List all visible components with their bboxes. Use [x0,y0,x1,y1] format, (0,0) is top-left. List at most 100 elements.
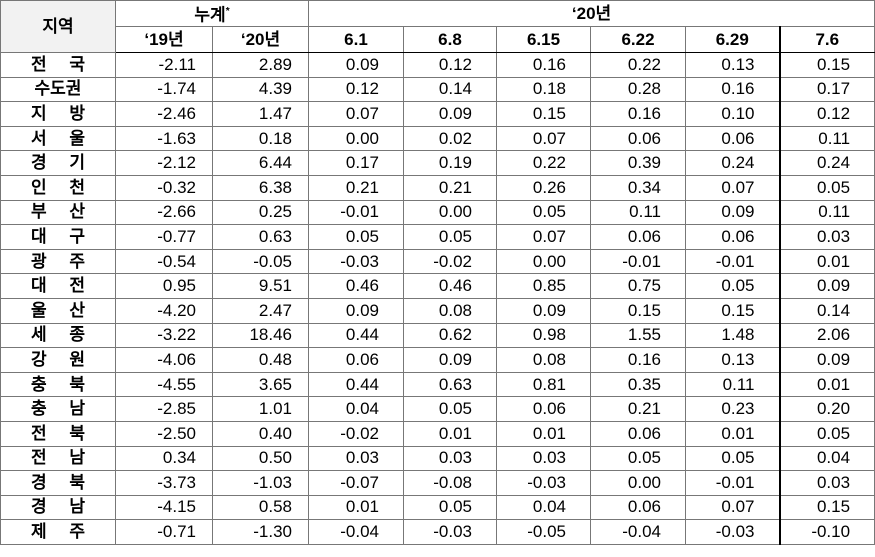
value-cell: 0.16 [685,76,780,103]
value-cell: 0.05 [590,445,686,472]
region-name: 대 구 [31,226,85,246]
column-header: ‘20년 [212,26,309,53]
value-cell: 0.85 [496,273,591,299]
region-cell: 광 주 [0,248,116,275]
value-cell: 0.01 [308,494,404,521]
region-name: 전 국 [31,54,85,74]
cumulative-header: 누계* [115,0,309,27]
value-cell: 0.10 [685,101,780,127]
value-cell: -0.03 [685,519,780,545]
region-cell: 인 천 [0,174,116,201]
value-cell: 0.12 [778,101,875,127]
region-cell: 서 울 [0,125,116,152]
region-name: 제 주 [31,522,85,542]
cumulative-note: * [225,5,230,17]
value-cell: 6.38 [212,174,309,201]
value-cell: 0.06 [590,494,686,521]
value-cell: 0.06 [590,224,686,250]
table-row: 수도권 -1.74 4.39 0.12 0.14 0.18 0.28 0.16 0.17 [0,76,875,103]
table-row: 경 북 -3.73 -1.03 -0.07 -0.08 -0.03 0.00 -0.01 0.0… [0,470,875,496]
column-header: 6.29 [685,26,780,53]
value-cell: 0.07 [685,174,780,201]
value-cell: -0.04 [590,519,686,545]
table-header: 지역 누계* ‘20년 ‘19년 ‘20년 6.1 6.8 6.15 6.22 6.29 7.… [0,0,875,53]
table-row: 강 원 -4.06 0.48 0.06 0.09 0.08 0.16 0.13 0.09 [0,347,875,373]
value-cell: 0.09 [778,347,875,373]
value-cell: 0.01 [778,371,875,398]
value-cell: 0.16 [590,101,686,127]
table-row: 대 구 -0.77 0.63 0.05 0.05 0.07 0.06 0.06 0.03 [0,224,875,250]
value-cell: 0.06 [685,224,780,250]
value-cell: 0.07 [496,125,591,152]
value-cell: 0.00 [403,199,497,226]
table-row: 충 북 -4.55 3.65 0.44 0.63 0.81 0.35 0.11 0.01 [0,371,875,398]
value-cell: 0.09 [308,297,404,324]
value-cell: 0.11 [590,199,686,226]
value-cell: 0.03 [308,445,404,472]
table-row: 울 산 -4.20 2.47 0.09 0.08 0.09 0.15 0.15 0.14 [0,297,875,324]
value-cell: 1.48 [685,322,780,349]
column-header: 6.22 [590,26,686,53]
value-cell: 0.23 [685,396,780,422]
table-row: 서 울 -1.63 0.18 0.00 0.02 0.07 0.06 0.06 0.11 [0,125,875,152]
region-name: 세 종 [31,325,85,345]
value-cell: 0.15 [590,297,686,324]
region-name: 전 남 [31,448,85,468]
value-cell: 0.00 [496,248,591,275]
table-row: 지 방 -2.46 1.47 0.07 0.09 0.15 0.16 0.10 0.12 [0,101,875,127]
value-cell: 0.04 [308,396,404,422]
value-cell: 0.40 [212,420,309,447]
value-cell: 0.39 [590,150,686,176]
value-cell: 0.09 [778,273,875,299]
value-cell: -0.01 [685,248,780,275]
value-cell: 0.15 [685,297,780,324]
value-cell: 0.03 [496,445,591,472]
table-row: 충 남 -2.85 1.01 0.04 0.05 0.06 0.21 0.23 0.20 [0,396,875,422]
value-cell: -1.63 [115,125,213,152]
region-cell: 대 구 [0,224,116,250]
value-cell: 0.01 [685,420,780,447]
value-cell: 0.20 [778,396,875,422]
table-row: 전 북 -2.50 0.40 -0.02 0.01 0.01 0.06 0.01 0.05 [0,420,875,447]
value-cell: -0.05 [212,248,309,275]
region-name: 수도권 [34,79,82,99]
table-row: 세 종 -3.22 18.46 0.44 0.62 0.98 1.55 1.48 2.06 [0,322,875,349]
value-cell: 1.55 [590,322,686,349]
value-cell: 0.01 [496,420,591,447]
value-cell: 0.17 [778,76,875,103]
value-cell: -2.11 [115,52,213,78]
value-cell: 0.46 [403,273,497,299]
value-cell: -0.03 [308,248,404,275]
value-cell: 0.05 [778,174,875,201]
value-cell: 0.46 [308,273,404,299]
value-cell: 0.15 [778,494,875,521]
region-cell: 충 북 [0,371,116,398]
value-cell: 0.03 [778,470,875,496]
value-cell: 0.14 [403,76,497,103]
region-cell: 지 방 [0,101,116,127]
value-cell: 2.47 [212,297,309,324]
value-cell: 3.65 [212,371,309,398]
value-cell: 0.11 [778,125,875,152]
region-name: 광 주 [31,251,85,271]
table-row: 인 천 -0.32 6.38 0.21 0.21 0.26 0.34 0.07 0.05 [0,174,875,201]
value-cell: 0.06 [685,125,780,152]
column-header: 6.1 [308,26,404,53]
region-name: 대 전 [31,276,85,296]
value-cell: -0.54 [115,248,213,275]
value-cell: 0.06 [308,347,404,373]
value-cell: 0.09 [496,297,591,324]
value-cell: 0.22 [496,150,591,176]
table-row: 광 주 -0.54 -0.05 -0.03 -0.02 0.00 -0.01 -0.01 0.0… [0,248,875,275]
value-cell: -4.06 [115,347,213,373]
region-cell: 경 기 [0,150,116,176]
value-cell: 0.02 [403,125,497,152]
value-cell: 0.15 [496,101,591,127]
value-cell: 0.05 [685,445,780,472]
value-cell: 2.89 [212,52,309,78]
region-cell: 세 종 [0,322,116,349]
value-cell: 0.13 [685,52,780,78]
value-cell: -0.08 [403,470,497,496]
value-cell: 0.03 [403,445,497,472]
